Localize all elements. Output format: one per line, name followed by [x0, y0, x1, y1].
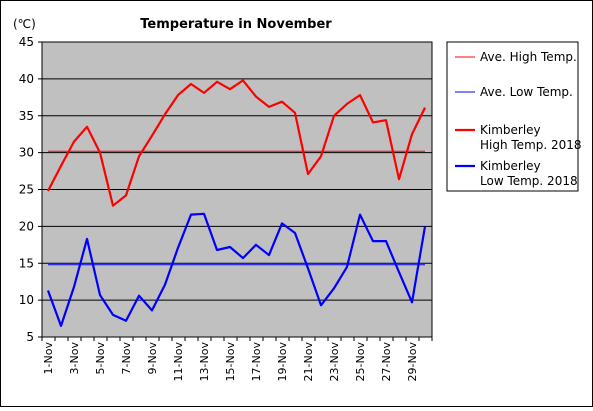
x-tick-label: 11-Nov — [172, 342, 185, 382]
legend-label: Ave. High Temp. — [480, 50, 577, 64]
legend-label: High Temp. 2018 — [480, 138, 582, 152]
x-tick-label: 7-Nov — [120, 342, 133, 375]
y-tick-label: 15 — [19, 256, 34, 270]
legend-label: Kimberley — [480, 159, 541, 173]
series-line-2 — [47, 79, 426, 207]
legend-label: Kimberley — [480, 123, 541, 137]
gridlines — [42, 78, 432, 301]
x-tick-label: 9-Nov — [146, 342, 159, 375]
y-tick-label: 40 — [19, 72, 34, 86]
y-tick-label: 5 — [26, 330, 34, 344]
x-tick-label: 23-Nov — [328, 342, 341, 382]
series-lines — [46, 79, 427, 327]
x-tick-label: 3-Nov — [68, 342, 81, 375]
y-tick-label: 20 — [19, 219, 34, 233]
x-tick-label: 25-Nov — [354, 342, 367, 382]
legend-label: Low Temp. 2018 — [480, 174, 578, 188]
x-axis-ticks: 1-Nov 3-Nov 5-Nov 7-Nov 9-Nov 11-Nov 13-Nov 15-… — [41, 337, 433, 382]
x-tick-label: 15-Nov — [224, 342, 237, 382]
x-tick-label: 27-Nov — [380, 342, 393, 382]
legend: Ave. High Temp.Ave. Low Temp.KimberleyHi… — [455, 50, 582, 188]
x-tick-label: 29-Nov — [406, 342, 419, 382]
x-tick-label: 13-Nov — [198, 342, 211, 382]
y-tick-label: 45 — [19, 35, 34, 49]
y-tick-label: 30 — [19, 146, 34, 160]
x-tick-label: 5-Nov — [94, 342, 107, 375]
x-tick-label: 17-Nov — [250, 342, 263, 382]
x-tick-label: 21-Nov — [302, 342, 315, 382]
series-line-3 — [46, 212, 427, 327]
x-tick-label: 1-Nov — [42, 342, 55, 375]
chart-title: Temperature in November — [140, 17, 332, 32]
legend-label: Ave. Low Temp. — [480, 85, 573, 99]
y-tick-label: 25 — [19, 183, 34, 197]
unit-label: (℃) — [13, 17, 36, 31]
y-tick-label: 10 — [19, 293, 34, 307]
y-tick-label: 35 — [19, 109, 34, 123]
x-tick-label: 19-Nov — [276, 342, 289, 382]
y-axis-ticks: 5 10 15 20 25 30 35 40 45 — [19, 35, 42, 344]
